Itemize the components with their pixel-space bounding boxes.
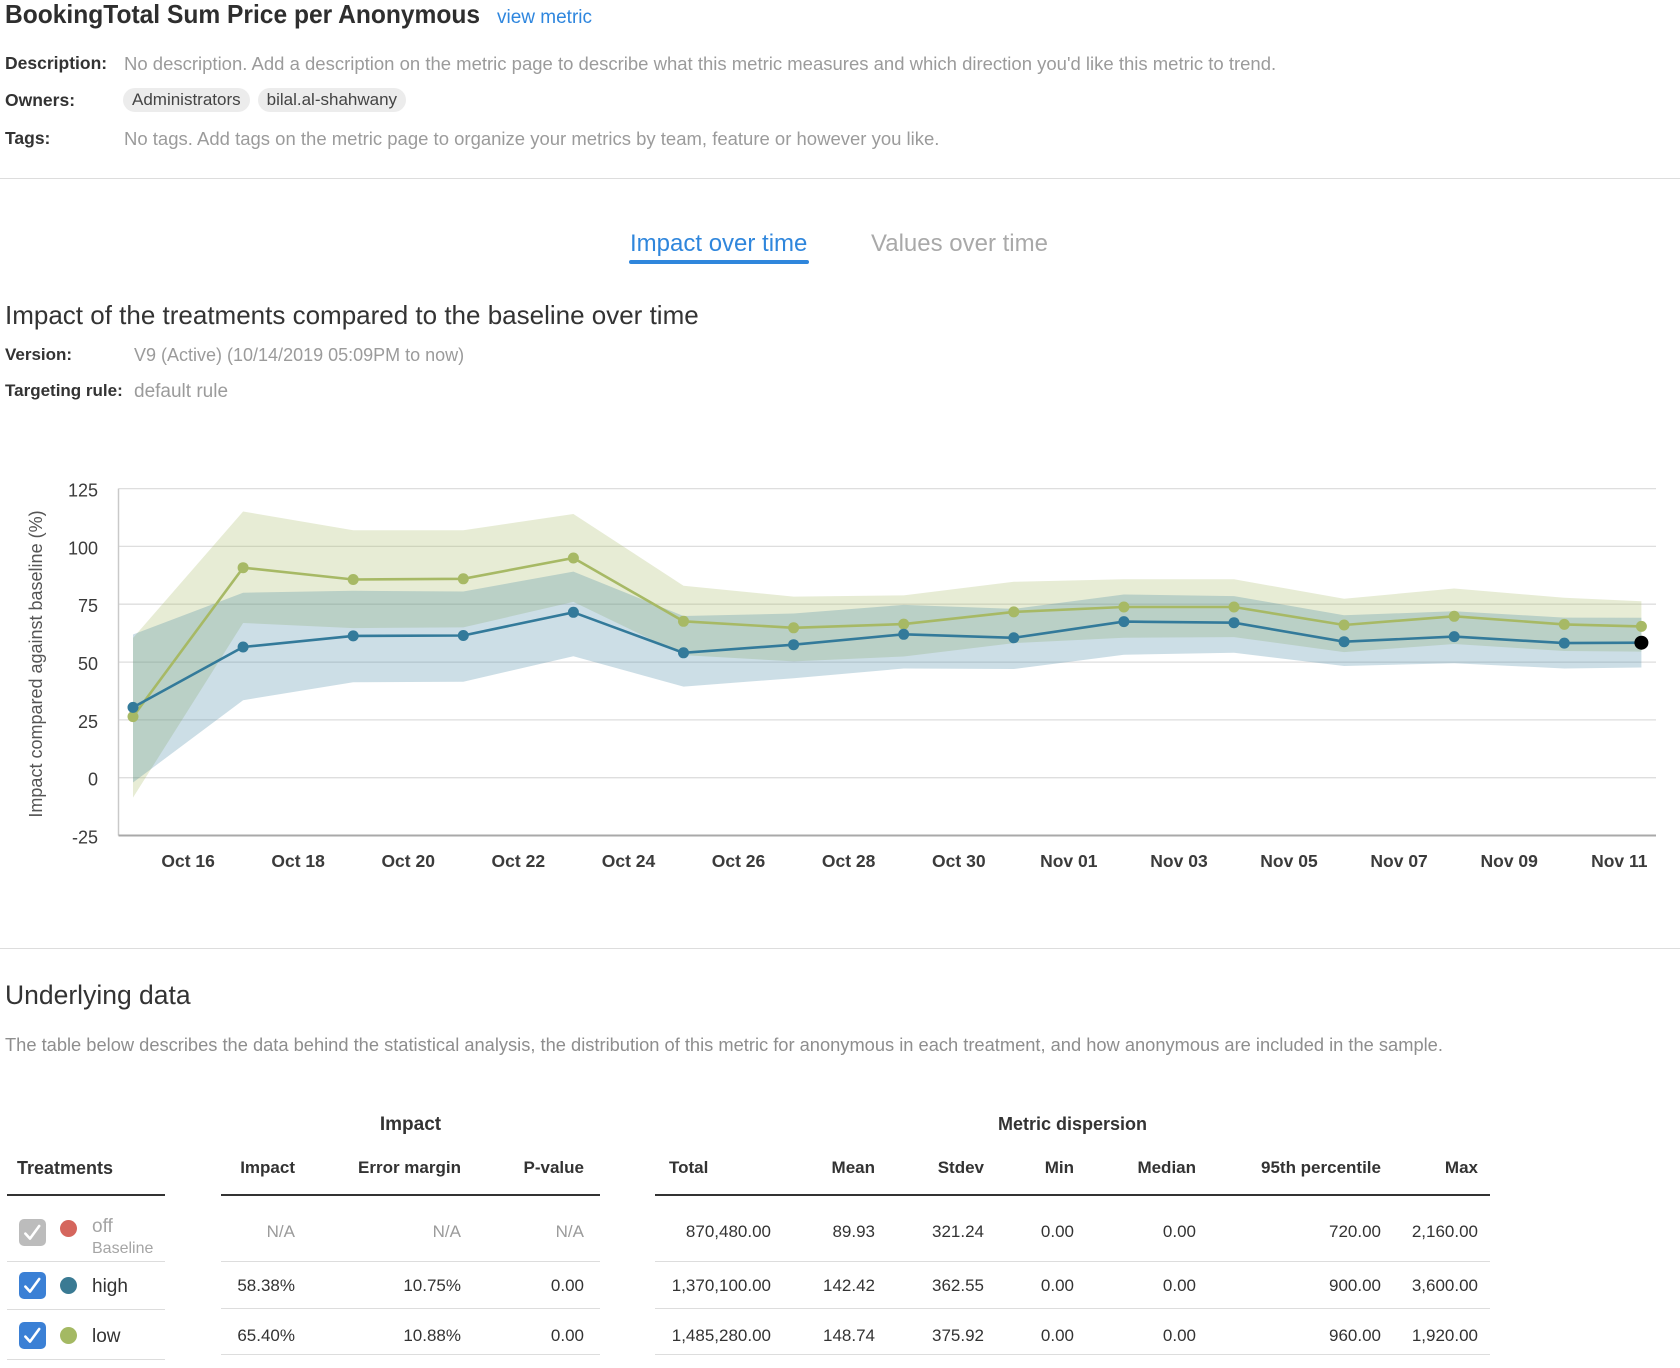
svg-text:100: 100 xyxy=(68,538,98,558)
svg-text:Oct 28: Oct 28 xyxy=(822,851,876,871)
svg-text:Oct 20: Oct 20 xyxy=(381,851,435,871)
svg-text:Impact compared against baseli: Impact compared against baseline (%) xyxy=(26,510,46,817)
svg-text:Oct 26: Oct 26 xyxy=(712,851,766,871)
svg-text:Oct 18: Oct 18 xyxy=(271,851,325,871)
svg-text:Nov 01: Nov 01 xyxy=(1040,851,1098,871)
svg-text:-25: -25 xyxy=(72,828,98,848)
svg-text:Oct 30: Oct 30 xyxy=(932,851,986,871)
svg-text:25: 25 xyxy=(78,712,98,732)
svg-text:125: 125 xyxy=(68,481,98,501)
svg-text:Nov 05: Nov 05 xyxy=(1260,851,1318,871)
svg-text:Nov 09: Nov 09 xyxy=(1481,851,1539,871)
svg-text:Oct 24: Oct 24 xyxy=(602,851,656,871)
svg-text:Oct 22: Oct 22 xyxy=(492,851,546,871)
svg-text:Nov 03: Nov 03 xyxy=(1150,851,1208,871)
svg-text:Nov 11: Nov 11 xyxy=(1591,851,1648,871)
svg-text:50: 50 xyxy=(78,654,98,674)
svg-text:Nov 07: Nov 07 xyxy=(1370,851,1427,871)
svg-text:Oct 16: Oct 16 xyxy=(161,851,215,871)
svg-text:0: 0 xyxy=(88,770,98,790)
svg-text:75: 75 xyxy=(78,596,98,616)
